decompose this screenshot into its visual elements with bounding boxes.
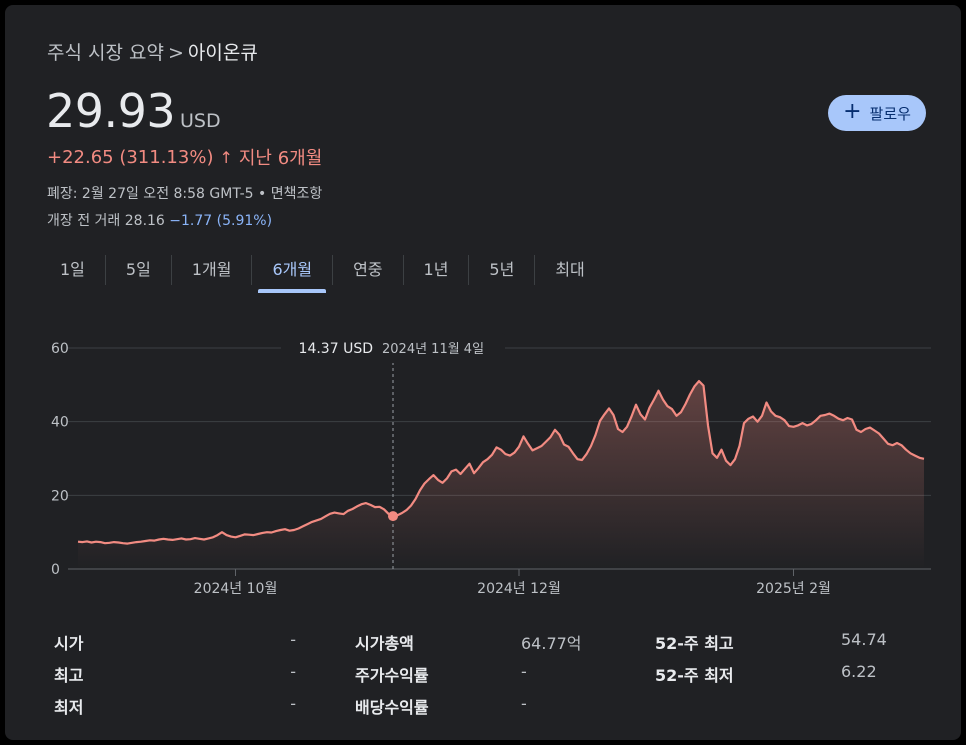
tab-1d[interactable]: 1일: [40, 255, 106, 285]
range-tabs: 1일 5일 1개월 6개월 연중 1년 5년 최대: [40, 250, 605, 293]
x-tick-label: 2024년 10월: [194, 581, 278, 597]
arrow-up-icon: ↑: [219, 147, 233, 167]
tooltip-box: [281, 333, 505, 363]
y-tick-label: 60: [51, 341, 69, 357]
price-change: +22.65 (311.13%) ↑ 지난 6개월: [47, 144, 322, 170]
stat-label: 52-주 최고: [655, 634, 734, 653]
breadcrumb-current: 아이온큐: [187, 42, 258, 64]
current-price: 29.93: [46, 84, 176, 138]
stat-label: 최고: [54, 666, 84, 685]
price-line: [77, 380, 925, 545]
tab-5d[interactable]: 5일: [106, 255, 172, 285]
stat-value: -: [521, 662, 527, 681]
tab-1m[interactable]: 1개월: [172, 255, 253, 285]
tab-5y[interactable]: 5년: [469, 255, 536, 285]
stat-label: 주가수익률: [355, 666, 429, 685]
tooltip-point: [388, 511, 398, 522]
market-status: 폐장: 2월 27일 오전 8:58 GMT-5 • 면책조항: [47, 186, 323, 202]
tab-1y[interactable]: 1년: [404, 255, 470, 285]
x-tick-label: 2024년 12월: [477, 581, 561, 597]
stat-label: 최저: [54, 698, 84, 717]
stat-value: 64.77억: [521, 634, 582, 653]
tab-max[interactable]: 최대: [555, 260, 585, 279]
stat-value: -: [290, 630, 296, 649]
stat-value: -: [521, 694, 527, 713]
y-tick-label: 0: [51, 562, 60, 578]
tooltip-date: 2024년 11월 4일: [382, 342, 484, 357]
price-change-value: +22.65 (311.13%): [47, 146, 214, 168]
price-change-period: 지난 6개월: [238, 148, 323, 169]
y-tick-label: 40: [51, 415, 69, 431]
stat-value: 6.22: [841, 662, 877, 681]
price-chart[interactable]: 0 20 40 60 2024년 10월 2024년 12월 2025년 2월 14.37…: [0, 0, 966, 620]
stat-label: 시가총액: [355, 634, 414, 653]
stat-label: 배당수익률: [355, 698, 429, 717]
premarket-change: −1.77 (5.91%): [169, 213, 273, 229]
follow-button-label: 팔로우: [869, 104, 911, 123]
stat-value: -: [290, 662, 296, 681]
price-currency: USD: [180, 110, 221, 132]
breadcrumb-parent-link[interactable]: 주식 시장 요약: [47, 42, 164, 64]
x-tick-label: 2025년 2월: [756, 581, 831, 597]
y-tick-label: 20: [51, 488, 69, 504]
stat-label: 52-주 최저: [655, 666, 734, 685]
plus-icon: +: [843, 99, 862, 124]
stat-value: 54.74: [841, 630, 887, 649]
breadcrumb-separator: >: [167, 42, 184, 64]
stock-summary-card: [5, 5, 961, 740]
tab-ytd[interactable]: 연중: [333, 255, 404, 285]
premarket-trading: 개장 전 거래 28.16 −1.77 (5.91%): [47, 210, 272, 230]
tooltip-value: 14.37 USD: [299, 341, 373, 357]
price-area-fill: [78, 381, 924, 569]
stat-value: -: [290, 694, 296, 713]
premarket-price: 개장 전 거래 28.16: [47, 213, 165, 229]
tab-6m[interactable]: 6개월: [252, 255, 334, 293]
breadcrumb: 주식 시장 요약 > 아이온큐: [47, 38, 258, 65]
stat-label: 시가: [54, 634, 84, 653]
follow-button[interactable]: + 팔로우: [828, 95, 926, 131]
